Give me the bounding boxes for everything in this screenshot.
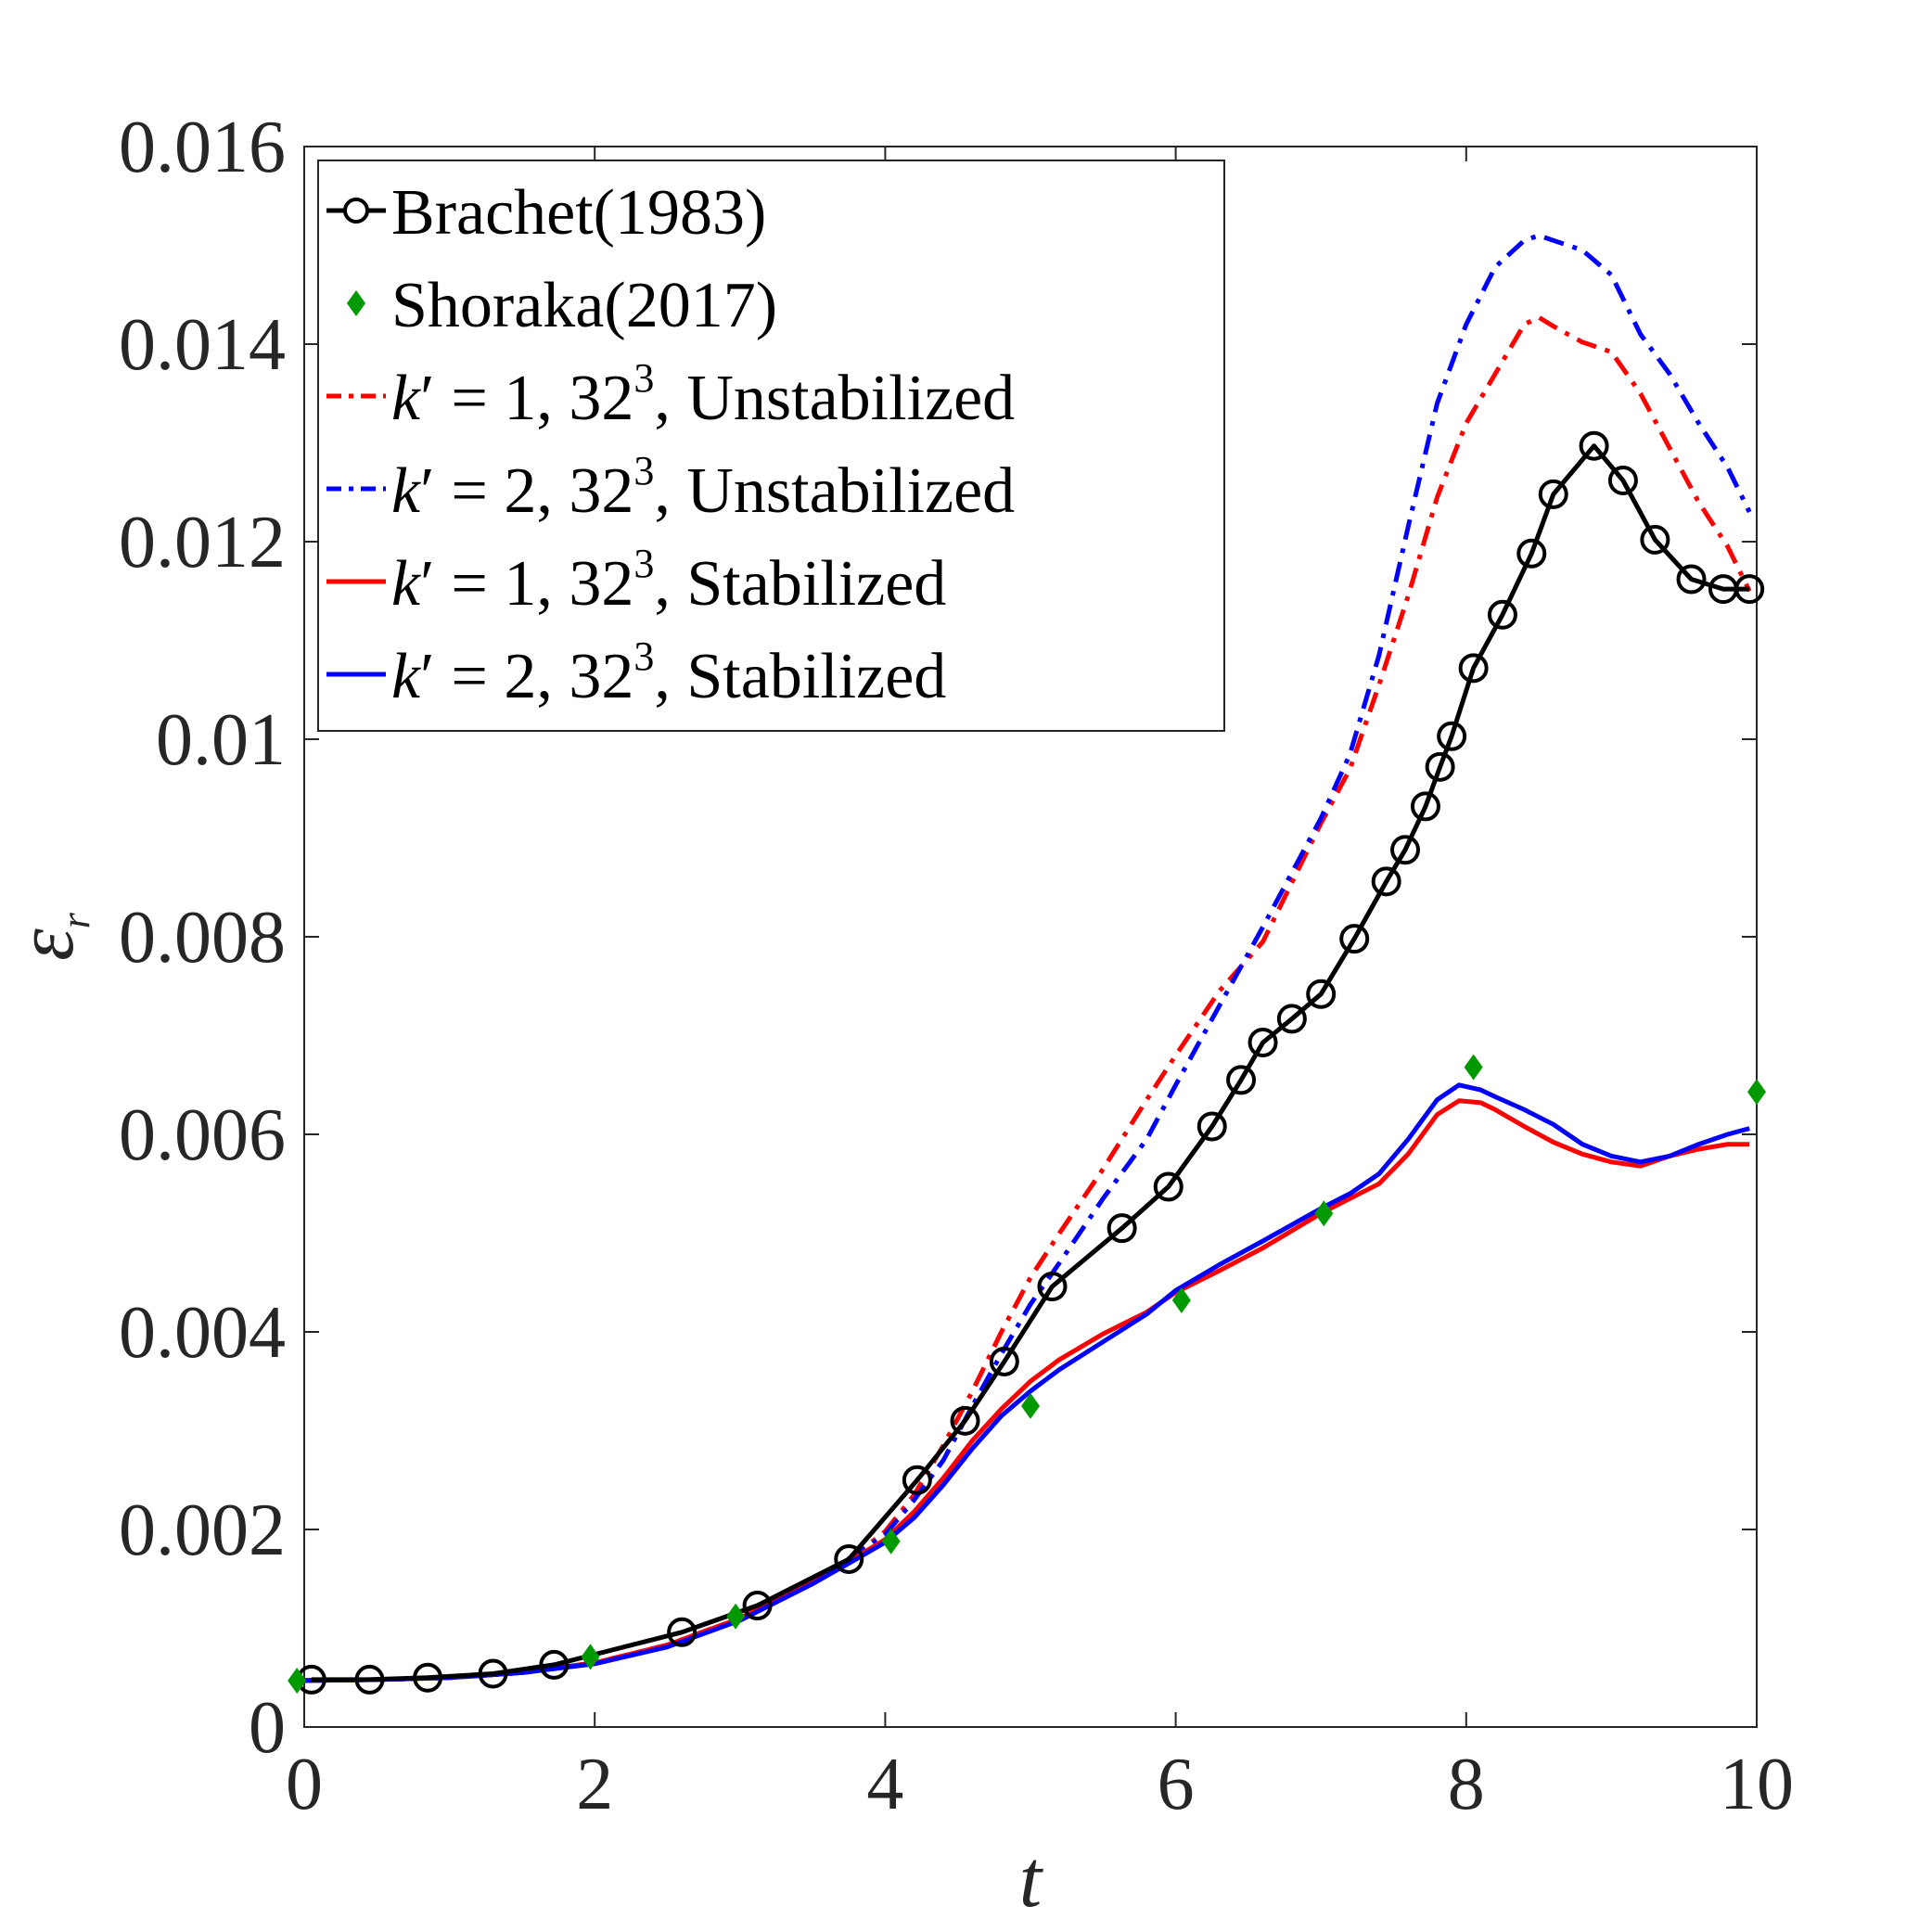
brachet-point-4: [539, 1649, 569, 1680]
legend-label-k2-stabilized: k′ = 2, 323, Stabilized: [391, 633, 946, 712]
x-tick-label-1: 2: [576, 1744, 613, 1825]
y-axis-title: εr: [1, 912, 98, 961]
shoraka-point-5: [1171, 1286, 1191, 1313]
legend-label-k1-stabilized: k′ = 1, 323, Stabilized: [391, 541, 946, 620]
y-tick-label-5: 0.01: [156, 699, 286, 781]
shoraka-point-6: [1314, 1200, 1334, 1227]
brachet-point-2: [413, 1662, 443, 1693]
legend-label-k1-unstabilized: k′ = 1, 323, Unstabilized: [391, 355, 1015, 434]
legend-swatch-shoraka: [347, 290, 365, 316]
shoraka-point-8: [1747, 1079, 1766, 1106]
shoraka-point-2: [726, 1603, 746, 1630]
brachet-point-14: [1196, 1111, 1227, 1142]
brachet-point-29: [1579, 430, 1609, 461]
brachet-point-28: [1538, 479, 1568, 509]
y-tick-label-3: 0.006: [119, 1094, 286, 1176]
brachet-point-20: [1371, 866, 1401, 897]
shoraka-point-0: [288, 1667, 307, 1694]
legend-swatch-brachet-marker: [343, 198, 369, 224]
brachet-point-17: [1276, 1004, 1307, 1034]
brachet-point-19: [1339, 924, 1370, 954]
x-tick-label-0: 0: [286, 1744, 323, 1825]
brachet-point-31: [1640, 524, 1670, 555]
brachet-point-27: [1516, 538, 1547, 569]
series-layer: [288, 233, 1766, 1695]
brachet-point-7: [834, 1543, 864, 1574]
brachet-point-6: [742, 1591, 773, 1621]
brachet-point-8: [902, 1465, 932, 1495]
x-tick-labels: 0 2 4 6 8 10: [286, 1744, 1794, 1825]
brachet-point-15: [1226, 1065, 1257, 1095]
brachet-point-26: [1487, 599, 1517, 630]
shoraka-point-1: [581, 1644, 600, 1670]
brachet-point-22: [1410, 791, 1440, 822]
y-axis-title-symbol: ε: [1, 928, 91, 961]
brachet-point-12: [1107, 1213, 1137, 1244]
brachet-point-25: [1458, 653, 1489, 684]
x-tick-label-4: 8: [1448, 1744, 1485, 1825]
legend-swatches: [326, 198, 386, 677]
series-line-3: [303, 233, 1752, 1683]
legend-label-shoraka: Shoraka(2017): [391, 270, 777, 341]
brachet-point-11: [1037, 1272, 1068, 1302]
y-tick-label-7: 0.014: [119, 304, 286, 386]
brachet-point-10: [989, 1346, 1019, 1376]
y-tick-label-8: 0.016: [119, 107, 286, 188]
brachet-point-18: [1306, 979, 1337, 1009]
shoraka-point-4: [1021, 1392, 1040, 1419]
y-tick-labels: 0 0.002 0.004 0.006 0.008 0.01 0.012 0.014 0.016: [119, 107, 286, 1769]
series-line-2: [303, 314, 1752, 1683]
y-tick-label-1: 0.002: [119, 1490, 286, 1571]
legend-box: [317, 160, 1225, 732]
axis-ticks: [303, 146, 1758, 1728]
brachet-point-1: [354, 1664, 385, 1695]
brachet-point-24: [1437, 721, 1467, 751]
shoraka-point-7: [1464, 1054, 1483, 1081]
x-tick-label-3: 6: [1158, 1744, 1195, 1825]
series-line-5: [303, 1082, 1750, 1683]
y-tick-label-4: 0.008: [119, 897, 286, 979]
legend-label-k2-unstabilized: k′ = 2, 323, Unstabilized: [391, 448, 1015, 527]
x-tick-label-2: 4: [866, 1744, 903, 1825]
x-tick-label-5: 10: [1720, 1744, 1794, 1825]
brachet-point-13: [1153, 1171, 1184, 1202]
brachet-point-16: [1247, 1027, 1278, 1057]
brachet-point-34: [1734, 574, 1765, 605]
shoraka-point-3: [881, 1528, 901, 1555]
legend: Brachet(1983) Shoraka(2017) k′ = 1, 323, …: [317, 160, 1225, 732]
x-axis-title: t: [1019, 1835, 1044, 1925]
brachet-point-21: [1390, 835, 1421, 865]
brachet-point-32: [1676, 564, 1707, 595]
y-tick-label-2: 0.004: [119, 1292, 286, 1374]
y-axis-title-subscript: r: [53, 912, 98, 928]
brachet-point-3: [478, 1658, 508, 1689]
y-tick-label-0: 0: [249, 1687, 286, 1769]
brachet-point-23: [1425, 751, 1455, 782]
brachet-point-5: [667, 1617, 697, 1647]
brachet-point-9: [950, 1405, 980, 1436]
brachet-point-30: [1607, 465, 1638, 495]
y-tick-label-6: 0.012: [119, 502, 286, 583]
legend-label-brachet: Brachet(1983): [391, 177, 766, 249]
